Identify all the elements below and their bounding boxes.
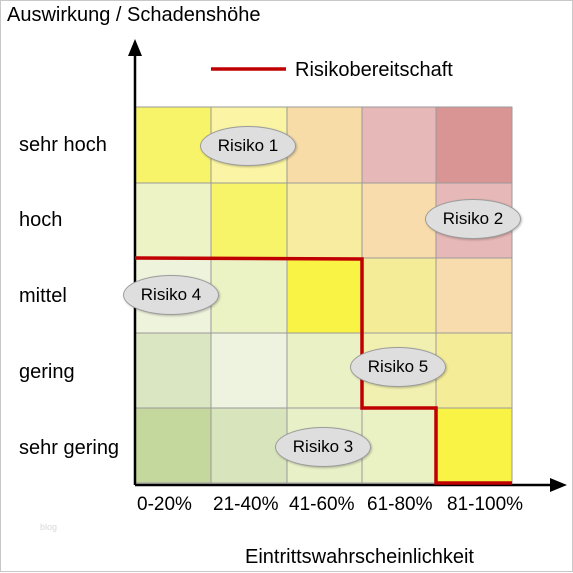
row-label-sehr-gering: sehr gering [19,437,120,459]
col-label-21-40: 21-40% [213,494,279,515]
row-label-hoch: hoch [19,209,63,231]
matrix-cell-r2-c1 [134,182,212,259]
y-axis-title: Auswirkung / Schadenshöhe [7,4,261,26]
risk-appetite-line [134,256,512,485]
col-label-41-60: 41-60% [289,494,355,515]
col-label-0-20: 0-20% [137,494,192,515]
matrix-cell-r3-c3 [286,257,363,334]
col-label-61-80: 61-80% [367,494,433,515]
row-label-mittel: mittel [19,285,67,307]
matrix-cell-r5-c1 [134,407,212,484]
matrix-cell-r3-c4 [361,257,437,334]
matrix-cell-r2-c3 [286,182,363,259]
matrix-cell-r1-c5 [435,106,513,184]
matrix-cell-r2-c2 [210,182,288,259]
risk-bubble-1: Risiko 1 [200,126,296,166]
risk-bubble-5: Risiko 5 [350,347,446,387]
matrix-cell-r5-c2 [210,407,288,484]
x-axis-title: Eintrittswahrscheinlichkeit [245,546,474,568]
row-label-gering: gering [19,361,75,383]
matrix-cell-r1-c1 [134,106,212,184]
risk-bubble-4: Risiko 4 [123,275,219,315]
matrix-cell-r1-c4 [361,106,437,184]
row-label-sehr-hoch: sehr hoch [19,134,107,156]
matrix-cell-r2-c4 [361,182,437,259]
matrix-cell-r3-c5 [435,257,513,334]
matrix-cell-r5-c4 [361,407,437,484]
risk-bubble-2: Risiko 2 [425,199,521,239]
matrix-cell-r5-c5 [435,407,513,484]
matrix-cell-r3-c2 [210,257,288,334]
watermark: blog [40,522,58,532]
matrix-cell-r4-c1 [134,332,212,409]
matrix-cell-r1-c3 [286,106,363,184]
y-axis-arrow [128,39,142,56]
x-axis-arrow [550,478,567,492]
matrix-cell-r4-c2 [210,332,288,409]
col-label-81-100: 81-100% [447,494,524,515]
legend-label: Risikobereitschaft [295,59,453,81]
matrix-cell-r4-c5 [435,332,513,409]
risk-bubble-3: Risiko 3 [275,427,371,467]
matrix-cell-r4-c3 [286,332,363,409]
